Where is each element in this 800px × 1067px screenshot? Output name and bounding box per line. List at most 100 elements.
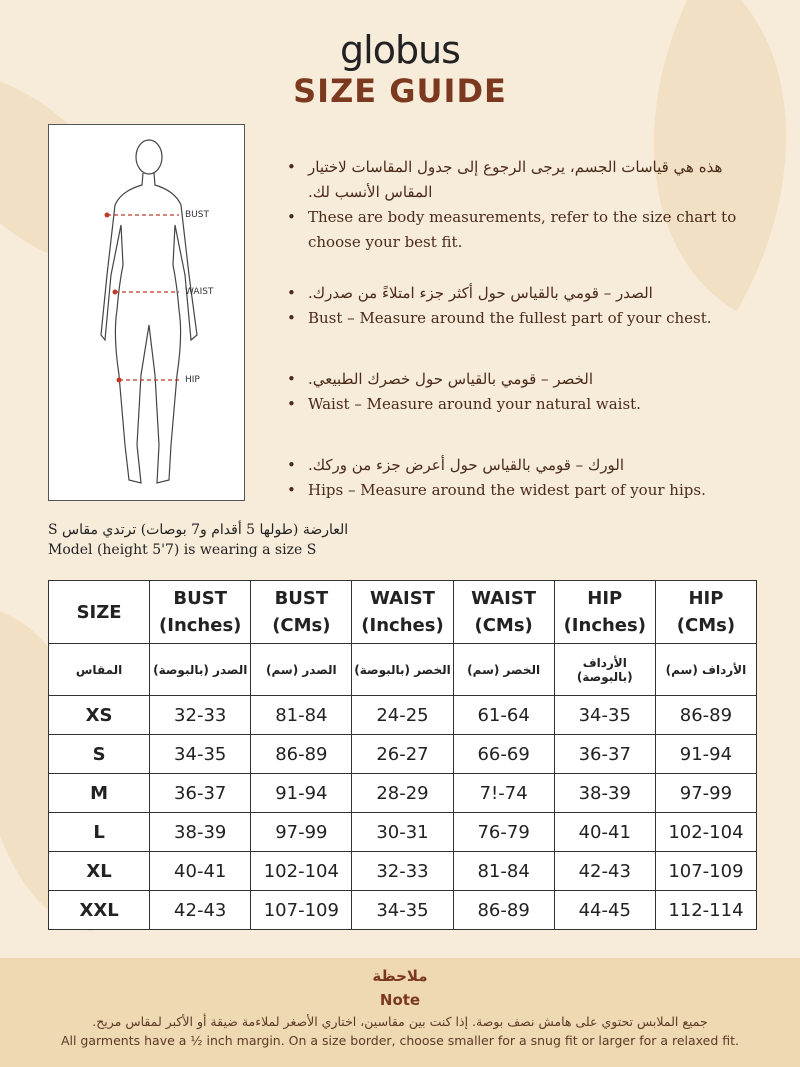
measurement-cell: 44-45 bbox=[553, 890, 656, 930]
measurement-instructions: هذه هي قياسات الجسم، يرجى الرجوع إلى جدو… bbox=[285, 155, 745, 529]
measurement-cell: 112-114 bbox=[654, 890, 758, 930]
column-header: WAIST (Inches) bbox=[351, 580, 454, 644]
instruction-bust: الصدر – قومي بالقياس حول أكثر جزء امتلاء… bbox=[285, 281, 745, 331]
measurement-cell: 91-94 bbox=[654, 734, 758, 774]
instruction-ar: الصدر – قومي بالقياس حول أكثر جزء امتلاء… bbox=[285, 281, 745, 306]
measurement-cell: 24-25 bbox=[351, 695, 454, 735]
measurement-cell: 34-35 bbox=[351, 890, 454, 930]
column-header-line: BUST bbox=[274, 588, 329, 609]
note-body-en: All garments have a ½ inch margin. On a … bbox=[60, 1033, 740, 1048]
column-header: BUST (Inches) bbox=[149, 580, 252, 644]
measurement-cell: 61-64 bbox=[452, 695, 555, 735]
measurement-cell: 107-109 bbox=[250, 890, 353, 930]
measurement-cell: 66-69 bbox=[452, 734, 555, 774]
note-title-ar: ملاحظة bbox=[372, 967, 428, 985]
table-row: XXL 42-43 107-109 34-35 86-89 44-45 112-114 bbox=[47, 890, 758, 930]
instruction-en: Waist – Measure around your natural wais… bbox=[285, 392, 745, 417]
measurement-cell: 34-35 bbox=[149, 734, 252, 774]
column-header: WAIST (CMs) bbox=[452, 580, 555, 644]
measurement-cell: 40-41 bbox=[149, 851, 252, 891]
measurement-cell: 38-39 bbox=[149, 812, 252, 852]
model-info-ar: العارضة (طولها 5 أقدام و7 بوصات) ترتدي م… bbox=[48, 522, 349, 538]
column-header-line: WAIST bbox=[471, 588, 537, 609]
size-cell: M bbox=[47, 773, 151, 813]
table-row: XL 40-41 102-104 32-33 81-84 42-43 107-109 bbox=[47, 851, 758, 891]
measurement-cell: 7!-74 bbox=[452, 773, 555, 813]
instruction-ar: الورك – قومي بالقياس حول أعرض جزء من ورك… bbox=[285, 453, 745, 478]
instruction-ar: الخصر – قومي بالقياس حول خصرك الطبيعي. bbox=[285, 367, 745, 392]
measurement-cell: 36-37 bbox=[149, 773, 252, 813]
column-header-line: HIP bbox=[688, 588, 724, 609]
column-header-line: (CMs) bbox=[272, 615, 331, 636]
instruction-ar: هذه هي قياسات الجسم، يرجى الرجوع إلى جدو… bbox=[285, 155, 745, 205]
brand-logo: globus bbox=[340, 28, 461, 72]
measurement-cell: 28-29 bbox=[351, 773, 454, 813]
measurement-cell: 97-99 bbox=[654, 773, 758, 813]
measurement-cell: 40-41 bbox=[553, 812, 656, 852]
hip-label: HIP bbox=[185, 375, 200, 385]
column-header-line: BUST bbox=[173, 588, 227, 609]
bust-label: BUST bbox=[185, 210, 209, 220]
header-row: SIZE BUST (Inches) BUST (CMs) WAIST (Inches) WA… bbox=[47, 580, 758, 644]
instruction-en: Hips – Measure around the widest part of… bbox=[285, 478, 745, 503]
column-header-ar: المقاس bbox=[47, 643, 151, 696]
column-header-line: SIZE bbox=[76, 601, 122, 623]
measurement-cell: 107-109 bbox=[654, 851, 758, 891]
column-header-line: (Inches) bbox=[563, 615, 646, 636]
table-row: XS 32-33 81-84 24-25 61-64 34-35 86-89 bbox=[47, 695, 758, 735]
header-row-arabic: المقاس الصدر (بالبوصة) الصدر (سم) الخصر (با… bbox=[47, 643, 758, 696]
column-header-line: (Inches) bbox=[159, 615, 242, 636]
column-header-line: (Inches) bbox=[361, 615, 444, 636]
note-section: ملاحظة Note جميع الملابس تحتوي على هامش … bbox=[0, 958, 800, 1067]
waist-label: WAIST bbox=[185, 287, 214, 297]
measurement-cell: 26-27 bbox=[351, 734, 454, 774]
column-header: SIZE bbox=[47, 580, 151, 644]
note-body-ar: جميع الملابس تحتوي على هامش نصف بوصة. إذ… bbox=[92, 1014, 708, 1029]
column-header: BUST (CMs) bbox=[250, 580, 353, 644]
measurement-cell: 38-39 bbox=[553, 773, 656, 813]
column-header-ar: الخصر (بالبوصة) bbox=[351, 643, 454, 696]
table-row: L 38-39 97-99 30-31 76-79 40-41 102-104 bbox=[47, 812, 758, 852]
measurement-cell: 32-33 bbox=[351, 851, 454, 891]
column-header-ar: الخصر (سم) bbox=[452, 643, 555, 696]
measurement-cell: 81-84 bbox=[250, 695, 353, 735]
instruction-hips: الورك – قومي بالقياس حول أعرض جزء من ورك… bbox=[285, 453, 745, 503]
column-header-line: (CMs) bbox=[676, 615, 736, 636]
table-row: S 34-35 86-89 26-27 66-69 36-37 91-94 bbox=[47, 734, 758, 774]
column-header-line: (CMs) bbox=[474, 615, 533, 636]
measurement-cell: 102-104 bbox=[250, 851, 353, 891]
measurement-cell: 81-84 bbox=[452, 851, 555, 891]
size-cell: L bbox=[47, 812, 151, 852]
size-chart-table: SIZE BUST (Inches) BUST (CMs) WAIST (Inches) WA… bbox=[47, 580, 758, 930]
measurement-cell: 91-94 bbox=[250, 773, 353, 813]
column-header-ar: الأرداف (سم) bbox=[654, 643, 758, 696]
size-cell: XS bbox=[47, 695, 151, 735]
model-info-en: Model (height 5'7) is wearing a size S bbox=[48, 542, 317, 558]
measurement-cell: 42-43 bbox=[149, 890, 252, 930]
measurement-cell: 42-43 bbox=[553, 851, 656, 891]
table-row: M 36-37 91-94 28-29 7!-74 38-39 97-99 bbox=[47, 773, 758, 813]
measurement-cell: 97-99 bbox=[250, 812, 353, 852]
measurement-cell: 86-89 bbox=[452, 890, 555, 930]
note-title-en: Note bbox=[379, 991, 421, 1009]
column-header: HIP (CMs) bbox=[654, 580, 758, 644]
column-header-line: HIP bbox=[587, 588, 623, 609]
measurement-cell: 76-79 bbox=[452, 812, 555, 852]
column-header-ar: الصدر (بالبوصة) bbox=[149, 643, 252, 696]
measurement-cell: 102-104 bbox=[654, 812, 758, 852]
instruction-general: هذه هي قياسات الجسم، يرجى الرجوع إلى جدو… bbox=[285, 155, 745, 255]
instruction-waist: الخصر – قومي بالقياس حول خصرك الطبيعي. W… bbox=[285, 367, 745, 417]
body-outline-illustration bbox=[100, 139, 198, 484]
page-title: SIZE GUIDE bbox=[293, 72, 507, 110]
measurement-cell: 86-89 bbox=[250, 734, 353, 774]
size-cell: XXL bbox=[47, 890, 151, 930]
column-header-ar: الأرداف (بالبوصة) bbox=[553, 643, 656, 696]
measurement-cell: 36-37 bbox=[553, 734, 656, 774]
size-cell: XL bbox=[47, 851, 151, 891]
column-header: HIP (Inches) bbox=[553, 580, 656, 644]
body-measurement-figure: BUST WAIST HIP bbox=[48, 124, 245, 501]
measurement-cell: 30-31 bbox=[351, 812, 454, 852]
column-header-line: WAIST bbox=[370, 588, 435, 609]
instruction-en: Bust – Measure around the fullest part o… bbox=[285, 306, 745, 331]
size-cell: S bbox=[47, 734, 151, 774]
